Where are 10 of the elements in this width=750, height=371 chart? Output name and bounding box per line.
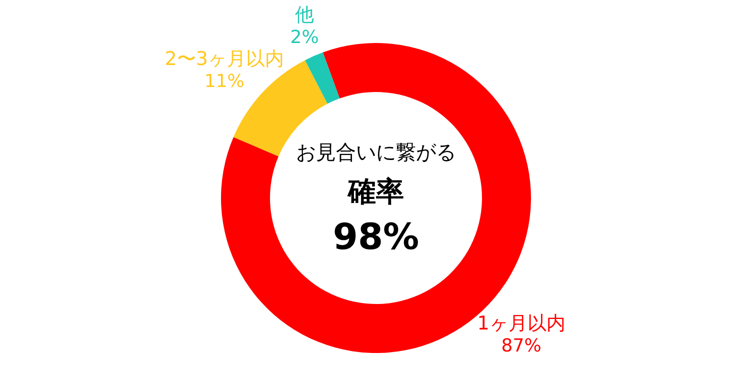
- data-label: 2%: [290, 26, 319, 48]
- data-label: 11%: [204, 70, 244, 92]
- slice-label: 他: [295, 4, 314, 26]
- text: 確率: [347, 175, 404, 208]
- data-label: 87%: [501, 335, 542, 356]
- donut-slice: [305, 52, 340, 104]
- slice-label: 1ヶ月以内: [477, 312, 566, 334]
- text: お見合いに繋がる: [296, 140, 456, 164]
- text: 98%: [332, 217, 420, 258]
- slice-label: 2〜3ヶ月以内: [164, 48, 284, 70]
